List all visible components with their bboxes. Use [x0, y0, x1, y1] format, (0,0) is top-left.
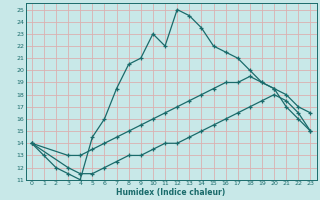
X-axis label: Humidex (Indice chaleur): Humidex (Indice chaleur)	[116, 188, 226, 197]
